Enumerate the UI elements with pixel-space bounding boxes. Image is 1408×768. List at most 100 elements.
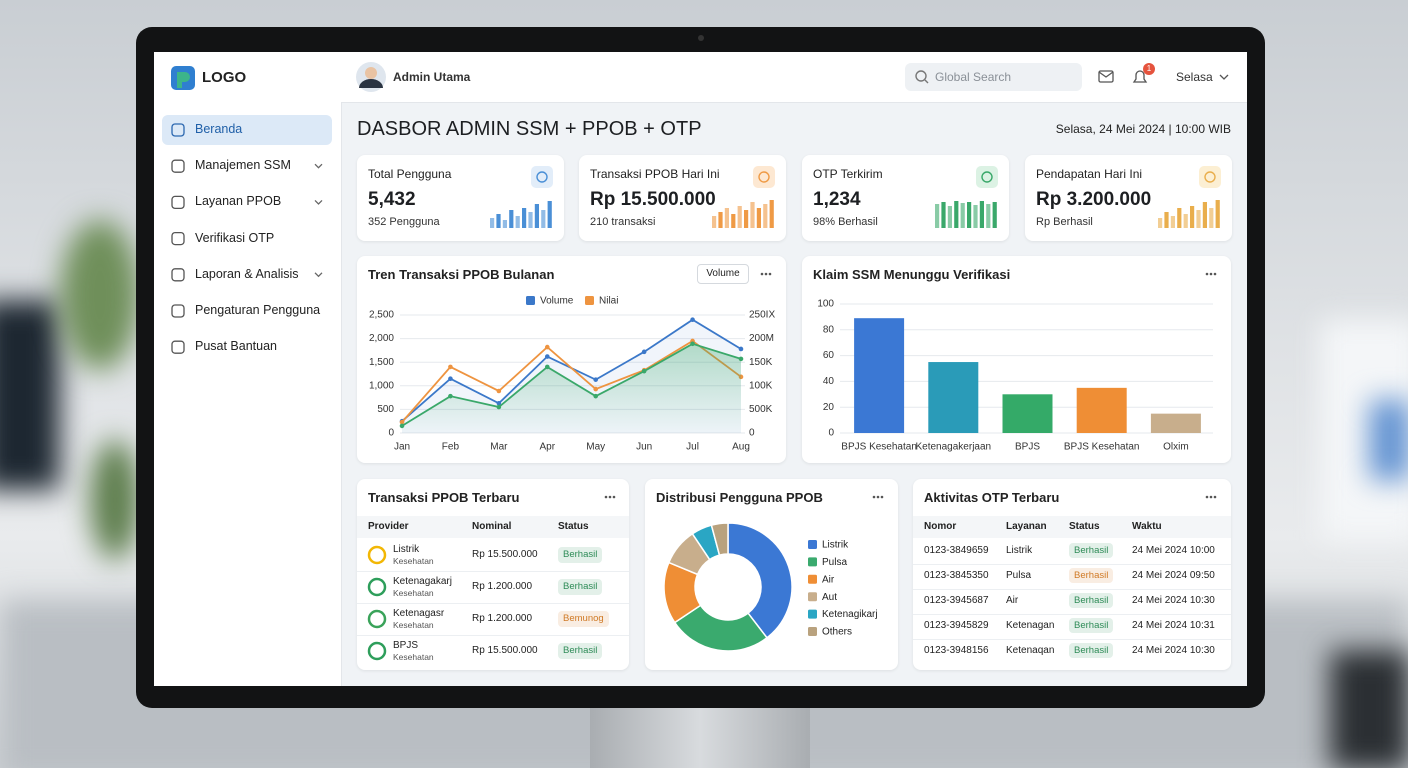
chevron[interactable] <box>314 272 323 278</box>
line <box>401 339 742 423</box>
card-value: 1,234 <box>813 189 861 210</box>
more-dot[interactable] <box>760 272 764 276</box>
legend-label: Nilai <box>599 296 618 307</box>
more-dot[interactable] <box>612 495 616 499</box>
menu-active[interactable] <box>162 115 332 145</box>
menu-item[interactable]: Layanan PPOB <box>195 194 282 209</box>
bar <box>928 362 979 433</box>
logo-icon <box>171 66 195 90</box>
bg-plant <box>90 440 140 560</box>
menu-item[interactable]: Manajemen SSM <box>195 158 291 173</box>
volume-button[interactable]: Volume <box>697 264 749 284</box>
bg-monitor <box>0 300 60 490</box>
chevron[interactable] <box>314 199 323 205</box>
spark-bar <box>724 208 729 228</box>
menu-item[interactable]: Laporan & Analisis <box>195 266 299 281</box>
status-pill: Berhasil <box>1069 618 1114 633</box>
more-dot[interactable] <box>764 272 768 276</box>
provider-name: Ketenagakarj <box>393 576 452 587</box>
provider-icon <box>367 577 387 597</box>
x-tick-label: Feb <box>442 442 460 453</box>
point <box>399 419 405 425</box>
y-tick-label: 0 <box>388 428 394 439</box>
point <box>448 376 453 382</box>
menu-item[interactable]: Verifikasi OTP <box>195 230 275 245</box>
monitor-stand <box>590 700 810 768</box>
more-dot[interactable] <box>1205 495 1209 499</box>
provider-icon <box>367 641 387 661</box>
spark-bar <box>947 206 952 228</box>
menu-item[interactable]: Pusat Bantuan <box>195 339 278 354</box>
search-box[interactable] <box>905 63 1082 91</box>
provider-name: BPJS <box>393 640 419 651</box>
chevron[interactable] <box>1219 74 1229 80</box>
menu-icon[interactable] <box>171 123 185 137</box>
cell: 0123-3948156 <box>924 645 989 656</box>
topbar <box>341 52 1247 103</box>
spark-bar <box>750 202 755 228</box>
row-divider <box>913 588 1231 590</box>
user-name[interactable]: Admin Utama <box>393 70 471 84</box>
more-dot[interactable] <box>768 272 772 276</box>
spark-bar <box>954 201 959 228</box>
transactions-panel <box>357 479 629 670</box>
menu-icon[interactable] <box>171 195 185 210</box>
card-sub: 98% Berhasil <box>813 216 878 228</box>
more-dot[interactable] <box>604 495 608 499</box>
y2-tick-label: 0 <box>749 428 755 439</box>
sidebar <box>154 52 342 686</box>
y-tick-label: 60 <box>823 350 835 361</box>
menu-icon[interactable] <box>171 159 185 173</box>
menu-icon[interactable] <box>171 231 185 246</box>
point <box>690 341 695 347</box>
legend-swatch <box>808 574 817 584</box>
bell-icon[interactable] <box>1132 70 1148 83</box>
card-sub: Rp Berhasil <box>1036 216 1093 228</box>
more-dot[interactable] <box>1209 495 1213 499</box>
cell: 0123-3945687 <box>924 595 989 606</box>
menu-icon[interactable] <box>171 268 185 282</box>
card-icon-glyph <box>981 171 993 183</box>
menu-item[interactable]: Beranda <box>195 122 243 136</box>
search-icon[interactable] <box>915 70 929 84</box>
status-pill: Berhasil <box>558 547 603 563</box>
more-dot[interactable] <box>1213 495 1217 499</box>
menu-item[interactable]: Pengaturan Pengguna <box>195 303 321 317</box>
x-tick-label: Jan <box>394 442 410 453</box>
table-header <box>913 516 1231 538</box>
spark-bar <box>1177 208 1182 228</box>
avatar[interactable] <box>356 62 386 92</box>
more-dot[interactable] <box>1213 272 1217 276</box>
card-sub: 352 Pengguna <box>368 216 440 228</box>
legend-label: Air <box>822 574 835 585</box>
point <box>448 393 453 399</box>
point <box>399 423 405 429</box>
point <box>593 393 599 399</box>
menu-icon[interactable] <box>171 340 185 354</box>
card-title: Total Pengguna <box>368 167 452 181</box>
more-dot[interactable] <box>872 495 876 499</box>
more-dot[interactable] <box>1209 272 1213 276</box>
day-select[interactable]: Selasa <box>1176 70 1213 84</box>
spark-bar <box>737 206 742 228</box>
column-header: Status <box>1069 521 1100 532</box>
status-pill: Berhasil <box>558 579 603 595</box>
cell: 0123-3945829 <box>924 620 989 631</box>
x-tick-label: Jun <box>636 442 652 453</box>
notification-badge[interactable]: 1 <box>1143 63 1155 75</box>
more-dot[interactable] <box>608 495 612 499</box>
more-dot[interactable] <box>876 495 880 499</box>
search-placeholder[interactable]: Global Search <box>935 70 1012 84</box>
status-pill: Berhasil <box>1069 593 1114 608</box>
more-dot[interactable] <box>1205 272 1209 276</box>
menu-icon[interactable] <box>171 304 185 318</box>
status-pill: Bemunog <box>558 611 609 627</box>
column-header: Nominal <box>472 521 512 532</box>
card-title: Transaksi PPOB Hari Ini <box>590 167 720 181</box>
chevron[interactable] <box>314 163 323 169</box>
spark-bar <box>935 204 940 228</box>
point <box>593 377 599 382</box>
mail-icon[interactable] <box>1098 70 1114 83</box>
more-dot[interactable] <box>880 495 884 499</box>
cell: 0123-3845350 <box>924 570 989 581</box>
